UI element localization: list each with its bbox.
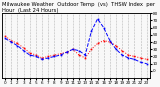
Text: Milwaukee Weather  Outdoor Temp  (vs)  THSW Index  per Hour  (Last 24 Hours): Milwaukee Weather Outdoor Temp (vs) THSW…	[2, 2, 155, 13]
